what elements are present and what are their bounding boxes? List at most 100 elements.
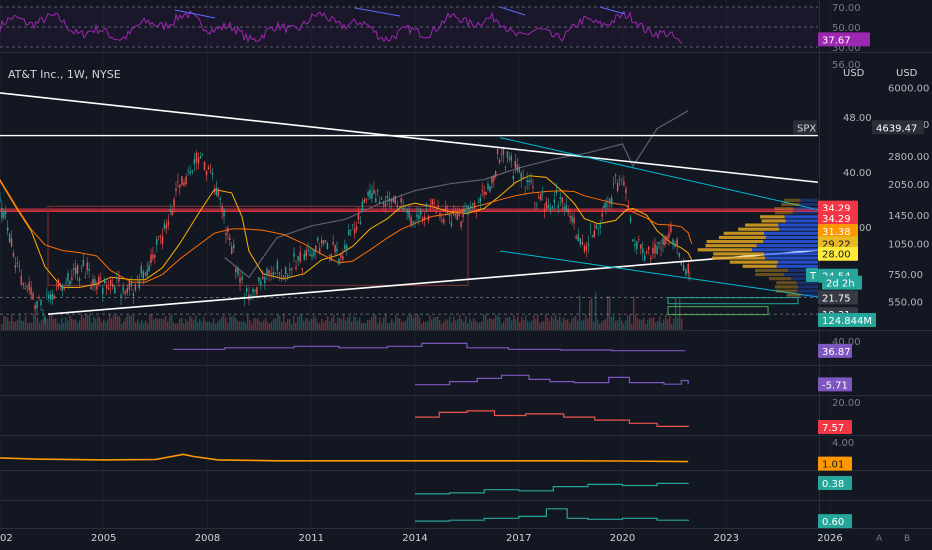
volume-bar (559, 316, 561, 330)
volume-bar (677, 317, 679, 330)
candle-body (207, 167, 210, 170)
candle-body (408, 209, 410, 218)
candle-body (363, 199, 365, 203)
volume-profile-buy (706, 239, 764, 244)
candle-body (241, 276, 243, 281)
candle-body (116, 277, 118, 278)
volume-bar (171, 314, 173, 330)
volume-profile-sell (778, 223, 818, 227)
right-axis-tick: 750.00 (888, 270, 923, 281)
candle-body (136, 276, 139, 278)
volume-bar (539, 322, 541, 330)
volume-bar (155, 317, 157, 330)
volume-bar (267, 322, 269, 330)
volume-bar (647, 319, 649, 330)
volume-bar (517, 316, 519, 330)
volume-bar (223, 315, 225, 330)
volume-profile-buy (755, 268, 789, 272)
candle-body (504, 167, 507, 169)
volume-bar (681, 318, 683, 330)
volume-bar (101, 322, 103, 330)
candle-body (287, 275, 289, 277)
volume-profile-sell (792, 211, 818, 215)
candle-body (10, 238, 13, 247)
candle-body (272, 272, 274, 275)
candle-body (646, 251, 648, 254)
volume-bar (599, 323, 601, 330)
volume-bar (283, 314, 285, 330)
rsi-line (0, 10, 683, 44)
candle-body (498, 160, 501, 163)
volume-bar (401, 322, 403, 330)
candle-body (439, 212, 441, 217)
candle-body (61, 284, 63, 291)
candle-body (227, 227, 229, 233)
candle-body (456, 212, 458, 220)
candle-body (559, 197, 561, 199)
volume-bar (97, 316, 99, 330)
volume-bar (265, 317, 267, 330)
volume-bar (331, 317, 333, 330)
volume-bar (253, 318, 255, 330)
volume-bar (39, 322, 41, 330)
candle-body (441, 220, 443, 222)
volume-bar (117, 315, 119, 330)
candle-body (510, 155, 513, 161)
candle-body (252, 288, 254, 293)
candle-body (268, 270, 270, 274)
candle-body (357, 213, 360, 220)
volume-bar (589, 300, 591, 330)
candle-body (388, 198, 391, 202)
candle-body (448, 214, 451, 217)
volume-profile-buy (774, 285, 798, 289)
spx-label: SPX (797, 123, 816, 134)
volume-profile-buy (718, 235, 766, 239)
volume-bar (581, 320, 583, 330)
volume-bar (233, 315, 235, 330)
candle-body (625, 188, 627, 194)
candle-body (260, 280, 262, 286)
volume-bar (55, 318, 57, 330)
volume-bar (393, 321, 395, 330)
candle-body (662, 238, 664, 245)
candle-body (24, 288, 26, 289)
candle-body (311, 254, 313, 257)
candle-body (124, 291, 126, 294)
volume-bar (513, 314, 515, 330)
candle-body (605, 202, 607, 208)
right-axis-tick: 1450.00 (888, 211, 929, 222)
volume-bar (375, 314, 377, 330)
x-tick-label: 2023 (714, 533, 739, 544)
volume-bar (455, 320, 457, 330)
volume-profile-buy (774, 211, 793, 215)
volume-bar (113, 314, 115, 330)
candle-body (239, 277, 241, 283)
volume-bar (275, 318, 277, 330)
volume-bar (477, 322, 479, 330)
candle-body (82, 260, 85, 267)
ind4-line (0, 453, 689, 463)
candle-body (303, 253, 306, 260)
volume-profile-sell (784, 272, 818, 277)
volume-bar (645, 323, 647, 330)
candle-body (130, 283, 133, 287)
candle-body (425, 203, 428, 205)
candle-body (670, 225, 672, 233)
candle-body (414, 221, 416, 223)
ind2-line (415, 374, 689, 386)
log-scale-button[interactable]: B (904, 534, 910, 544)
candle-body (611, 197, 613, 205)
candle-body (185, 176, 187, 185)
volume-bar (483, 314, 485, 330)
candle-body (445, 206, 447, 211)
candle-body (14, 265, 17, 268)
candle-body (128, 281, 131, 290)
trendline-lower (47, 249, 819, 315)
volume-bar (179, 318, 181, 330)
volume-profile-sell (800, 198, 818, 202)
volume-bar (263, 320, 265, 330)
candle-body (42, 309, 44, 311)
volume-bar (295, 322, 297, 330)
auto-scale-button[interactable]: A (876, 534, 883, 544)
